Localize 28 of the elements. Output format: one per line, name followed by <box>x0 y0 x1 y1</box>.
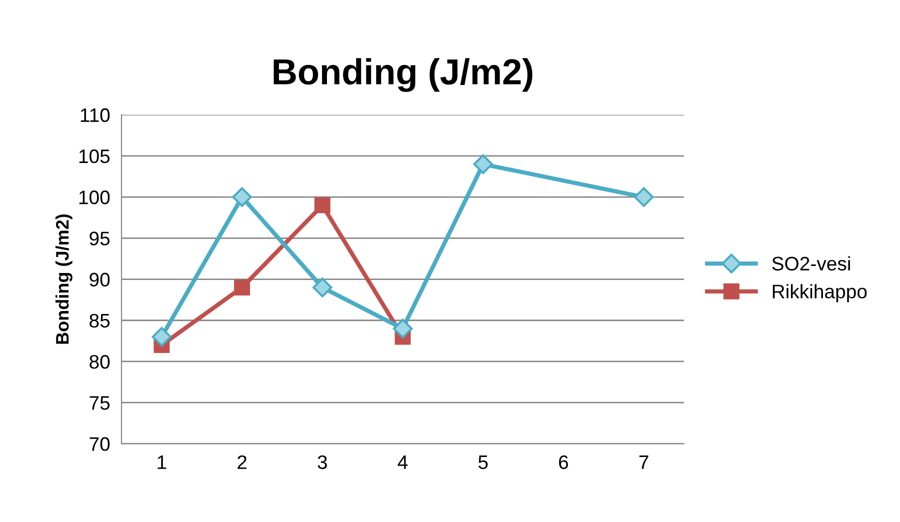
legend-label: SO2-vesi <box>772 256 850 271</box>
x-tick-label: 1 <box>158 456 166 469</box>
y-axis-title: Bonding (J/m2) <box>55 214 72 344</box>
y-tick-label: 80 <box>90 354 110 369</box>
x-tick-label: 3 <box>318 455 327 470</box>
point <box>232 187 252 207</box>
point <box>392 318 413 338</box>
y-tick-label: 70 <box>90 437 110 451</box>
y-tick-label: 105 <box>79 149 110 164</box>
x-tick-label: 6 <box>559 455 568 470</box>
point <box>312 278 332 298</box>
y-tick-label: 90 <box>90 272 110 287</box>
point <box>152 326 172 347</box>
y-tick-label: 100 <box>79 190 110 204</box>
y-tick-label: 85 <box>90 314 110 328</box>
y-tick-label: 110 <box>80 108 110 122</box>
y-tick-label: 95 <box>90 232 110 246</box>
x-tick-label: 2 <box>238 455 246 469</box>
point <box>473 154 493 174</box>
x-tick-label: 4 <box>398 456 408 469</box>
x-tick-label: 5 <box>478 456 488 470</box>
y-tick-label: 75 <box>90 396 110 410</box>
point <box>314 197 330 214</box>
chart-title: Bonding (J/m2) <box>274 58 532 92</box>
point <box>634 187 654 207</box>
point <box>234 280 250 296</box>
x-tick-label: 7 <box>639 456 648 469</box>
legend-label: Rikkihappo <box>772 284 867 302</box>
